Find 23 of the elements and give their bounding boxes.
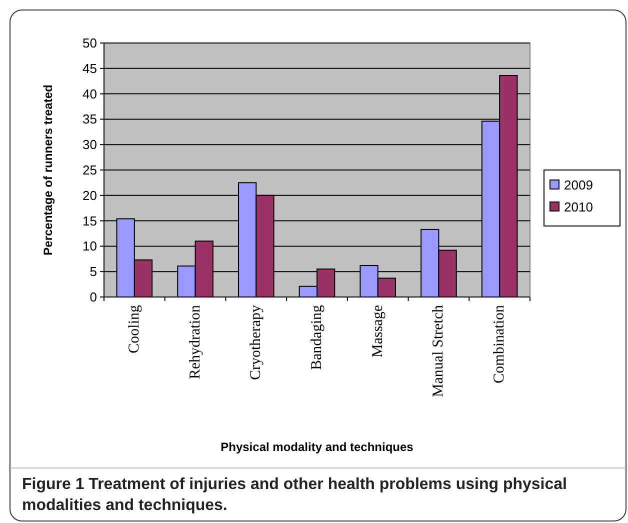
y-tick-label: 5 [90, 264, 97, 280]
caption: Figure 1 Treatment of injuries and other health problems using physical modalities and techniques. [22, 475, 568, 516]
x-tick-label: Cooling [126, 304, 142, 354]
y-tick-label: 45 [82, 60, 97, 76]
y-tick-label: 50 [82, 36, 97, 50]
y-tick-label: 0 [90, 290, 97, 304]
y-tick-label: 10 [82, 238, 97, 254]
x-tick-label: Manual Stretch [430, 304, 447, 398]
legend-label: 2009 [564, 178, 593, 192]
y-tick-label: 40 [82, 86, 97, 102]
x-tick-label: Cryotherapy [248, 304, 264, 380]
y-tick-label: 15 [82, 213, 97, 228]
y-tick-label: 25 [82, 162, 97, 178]
legend-label: 2010 [564, 200, 593, 214]
x-tick-label: Combination [492, 304, 508, 384]
y-axis-title: Percentage of runners treated [41, 84, 55, 256]
y-tick-label: 35 [82, 112, 97, 127]
x-tick-label: Bandaging [309, 304, 325, 370]
x-axis-title: Physical modality and techniques [220, 440, 414, 454]
y-tick-label: 30 [82, 137, 97, 152]
x-tick-label: Massage [370, 304, 386, 358]
x-tick-label: Rehydration [187, 304, 204, 380]
y-tick-label: 20 [82, 188, 97, 203]
